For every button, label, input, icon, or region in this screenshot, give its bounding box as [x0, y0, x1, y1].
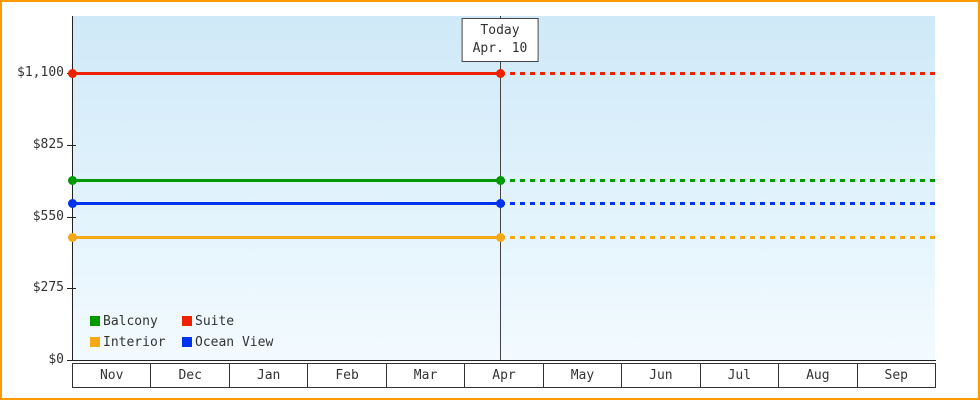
today-label-box: Today Apr. 10 [461, 18, 539, 62]
series-today-dot-balcony [496, 176, 505, 185]
y-axis-tick-label: $0 [48, 352, 64, 367]
y-axis-tick-mark [67, 360, 76, 361]
legend-label: Interior [103, 334, 166, 350]
y-axis-tick-mark [67, 216, 76, 218]
legend-swatch-icon [90, 316, 100, 326]
x-axis-line [72, 360, 936, 361]
today-marker-line [500, 16, 501, 360]
x-axis-month-cell: Nov [72, 363, 152, 388]
chart-legend: Balcony Suite Interior Ocean View [90, 311, 273, 352]
x-axis-month-cell: Apr [464, 363, 544, 388]
x-axis-month-cell: Aug [778, 363, 858, 388]
x-axis-month-row: Nov Dec Jan Feb Mar Apr May Jun Jul Aug Sep [72, 363, 936, 388]
series-line-solid-interior [72, 236, 500, 239]
plot-area [72, 16, 935, 360]
series-line-dashed-ocean-view [500, 202, 935, 205]
today-label-line1: Today [480, 23, 520, 38]
legend-label: Ocean View [195, 334, 274, 350]
y-axis-tick-label: $550 [32, 208, 64, 224]
legend-label: Balcony [103, 313, 158, 329]
x-axis-month-cell: Mar [385, 363, 466, 388]
y-axis-tick-label: $1,100 [17, 65, 64, 80]
x-axis-month-cell: May [542, 363, 623, 388]
legend-item-balcony: Balcony [90, 311, 182, 331]
series-line-dashed-interior [500, 236, 935, 239]
y-axis-tick-mark [67, 144, 76, 146]
legend-item-suite: Suite [182, 311, 273, 331]
y-axis-line [72, 16, 73, 361]
x-axis-month-cell: Sep [856, 363, 936, 388]
series-today-dot-suite [496, 69, 505, 78]
today-label-line2: Apr. 10 [472, 41, 528, 56]
series-start-dot-balcony [68, 176, 77, 185]
x-axis-month-cell: Jul [699, 363, 780, 388]
series-today-dot-interior [496, 233, 505, 242]
series-start-dot-suite [68, 69, 77, 78]
y-axis-tick-label: $825 [32, 136, 64, 152]
series-line-solid-balcony [72, 179, 500, 182]
x-axis-month-cell: Feb [307, 363, 387, 388]
legend-label: Suite [195, 313, 235, 329]
series-line-solid-suite [72, 72, 500, 75]
series-line-dashed-balcony [500, 179, 935, 182]
legend-item-interior: Interior [90, 332, 182, 352]
series-line-dashed-suite [500, 72, 935, 75]
y-axis-tick-label: $275 [32, 280, 64, 296]
series-start-dot-interior [68, 233, 77, 242]
x-axis-month-cell: Jun [621, 363, 701, 388]
legend-swatch-icon [182, 316, 192, 326]
series-start-dot-ocean-view [68, 199, 77, 208]
series-line-solid-ocean-view [72, 202, 500, 205]
x-axis-month-cell: Dec [150, 363, 230, 388]
series-today-dot-ocean-view [496, 199, 505, 208]
x-axis-month-cell: Jan [228, 363, 309, 388]
y-axis-tick-mark [67, 288, 76, 290]
legend-swatch-icon [182, 337, 192, 347]
legend-swatch-icon [90, 337, 100, 347]
legend-item-ocean-view: Ocean View [182, 332, 273, 352]
